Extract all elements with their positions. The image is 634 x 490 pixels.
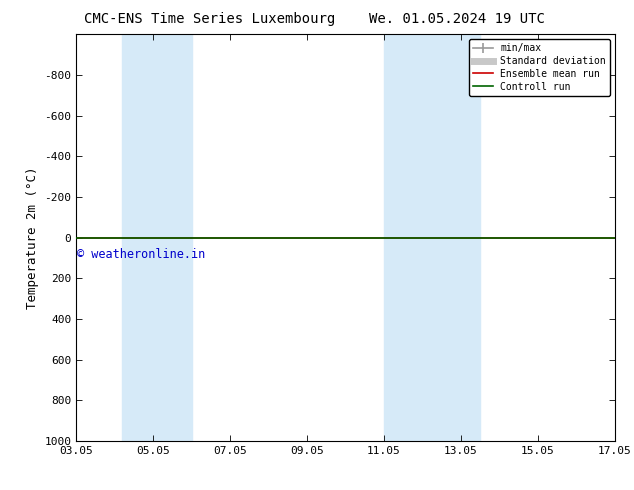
Legend: min/max, Standard deviation, Ensemble mean run, Controll run: min/max, Standard deviation, Ensemble me… [469, 39, 610, 96]
Text: CMC-ENS Time Series Luxembourg: CMC-ENS Time Series Luxembourg [84, 12, 335, 26]
Y-axis label: Temperature 2m (°C): Temperature 2m (°C) [25, 167, 39, 309]
Text: We. 01.05.2024 19 UTC: We. 01.05.2024 19 UTC [368, 12, 545, 26]
Bar [384, 34, 480, 441]
Bar [122, 34, 191, 441]
Text: © weatheronline.in: © weatheronline.in [77, 248, 205, 261]
